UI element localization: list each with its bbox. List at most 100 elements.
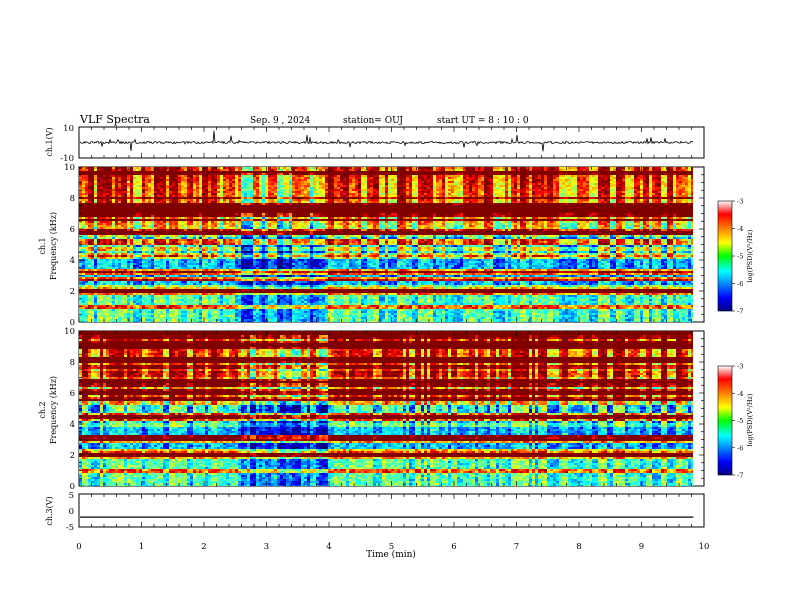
spectrogram-cell: [148, 169, 152, 172]
spectrogram-cell: [175, 257, 179, 260]
spectrogram-cell: [100, 171, 104, 174]
spectrogram-cell: [238, 183, 242, 186]
spectrogram-cell: [202, 285, 206, 288]
spectrogram-cell: [157, 315, 161, 318]
spectrogram-cell: [190, 303, 194, 306]
spectrogram-cell: [205, 187, 209, 190]
figure-title: VLF Spectra: [79, 113, 150, 126]
spectrogram-cell: [94, 223, 98, 226]
spectrogram-cell: [88, 265, 92, 268]
spectrogram-cell: [196, 307, 200, 310]
spectrogram-cell: [151, 253, 155, 256]
spectrogram-cell: [157, 291, 161, 294]
spectrogram-cell: [202, 217, 206, 220]
spectrogram-cell: [226, 273, 230, 276]
spectrogram-cell: [184, 193, 188, 196]
spectrogram-cell: [229, 185, 233, 188]
spectrogram-cell: [235, 291, 239, 294]
spectrogram-cell: [85, 287, 89, 290]
spectrogram-cell: [226, 175, 230, 178]
spectrogram-cell: [187, 265, 191, 268]
spectrogram-cell: [130, 257, 134, 260]
spectrogram-cell: [106, 297, 110, 300]
spectrogram-cell: [247, 229, 251, 232]
spectrogram-cell: [106, 243, 110, 246]
spectrogram-cell: [178, 183, 182, 186]
spectrogram-cell: [163, 193, 167, 196]
spectrogram-cell: [250, 191, 254, 194]
spectrogram-cell: [199, 245, 203, 248]
spectrogram-cell: [151, 181, 155, 184]
spectrogram-cell: [217, 187, 221, 190]
spectrogram-cell: [172, 239, 176, 242]
spectrogram-cell: [106, 269, 110, 272]
spectrogram-cell: [115, 213, 119, 216]
spectrogram-cell: [199, 197, 203, 200]
spectrogram-cell: [193, 295, 197, 298]
spectrogram-cell: [181, 205, 185, 208]
spectrogram-cell: [109, 187, 113, 190]
spectrogram-cell: [256, 303, 260, 306]
spectrogram-cell: [211, 251, 215, 254]
spectrogram-cell: [97, 255, 101, 258]
spectrogram-cell: [253, 267, 257, 270]
spectrogram-cell: [121, 271, 125, 274]
spectrogram-cell: [184, 249, 188, 252]
spectrogram-cell: [85, 233, 89, 236]
spectrogram-cell: [211, 185, 215, 188]
spectrogram-cell: [148, 177, 152, 180]
spectrogram-cell: [175, 311, 179, 314]
spectrogram-cell: [103, 171, 107, 174]
spectrogram-cell: [85, 291, 89, 294]
spectrogram-cell: [196, 269, 200, 272]
spectrogram-cell: [196, 283, 200, 286]
spectrogram-cell: [187, 227, 191, 230]
spectrogram-cell: [121, 207, 125, 210]
spectrogram-cell: [157, 235, 161, 238]
spectrogram-cell: [85, 237, 89, 240]
spectrogram-cell: [121, 229, 125, 232]
spectrogram-cell: [253, 315, 257, 318]
spectrogram-cell: [157, 237, 161, 240]
spectrogram-cell: [175, 239, 179, 242]
spectrogram-cell: [139, 217, 143, 220]
spectrogram-cell: [223, 199, 227, 202]
spectrogram-cell: [154, 213, 158, 216]
spectrogram-cell: [88, 279, 92, 282]
spectrogram-cell: [88, 237, 92, 240]
spectrogram-cell: [205, 249, 209, 252]
spectrogram-cell: [145, 167, 149, 170]
spectrogram-cell: [175, 289, 179, 292]
spectrogram-cell: [223, 265, 227, 268]
spectrogram-cell: [85, 255, 89, 258]
spectrogram-cell: [214, 253, 218, 256]
spectrogram-cell: [88, 297, 92, 300]
spectrogram-cell: [154, 245, 158, 248]
spectrogram-cell: [253, 307, 257, 310]
spectrogram-cell: [235, 223, 239, 226]
spectrogram-cell: [178, 277, 182, 280]
spectrogram-cell: [235, 211, 239, 214]
spectrogram-cell: [250, 219, 254, 222]
spectrogram-cell: [226, 189, 230, 192]
spectrogram-cell: [205, 319, 209, 322]
spectrogram-cell: [130, 193, 134, 196]
spectrogram-cell: [94, 271, 98, 274]
spectrogram-cell: [217, 243, 221, 246]
spectrogram-cell: [115, 313, 119, 316]
spectrogram-cell: [238, 223, 242, 226]
spectrogram-cell: [154, 319, 158, 322]
spectrogram-cell: [253, 297, 257, 300]
spectrogram-cell: [112, 181, 116, 184]
spectrogram-cell: [121, 181, 125, 184]
spectrogram-cell: [145, 207, 149, 210]
spectrogram-cell: [208, 211, 212, 214]
spectrogram-cell: [97, 191, 101, 194]
spectrogram-cell: [100, 213, 104, 216]
spectrogram-cell: [193, 211, 197, 214]
spectrogram-cell: [259, 291, 263, 294]
spectrogram-cell: [259, 303, 263, 306]
spectrogram-cell: [82, 173, 86, 176]
spectrogram-cell: [193, 237, 197, 240]
spectrogram-cell: [157, 213, 161, 216]
